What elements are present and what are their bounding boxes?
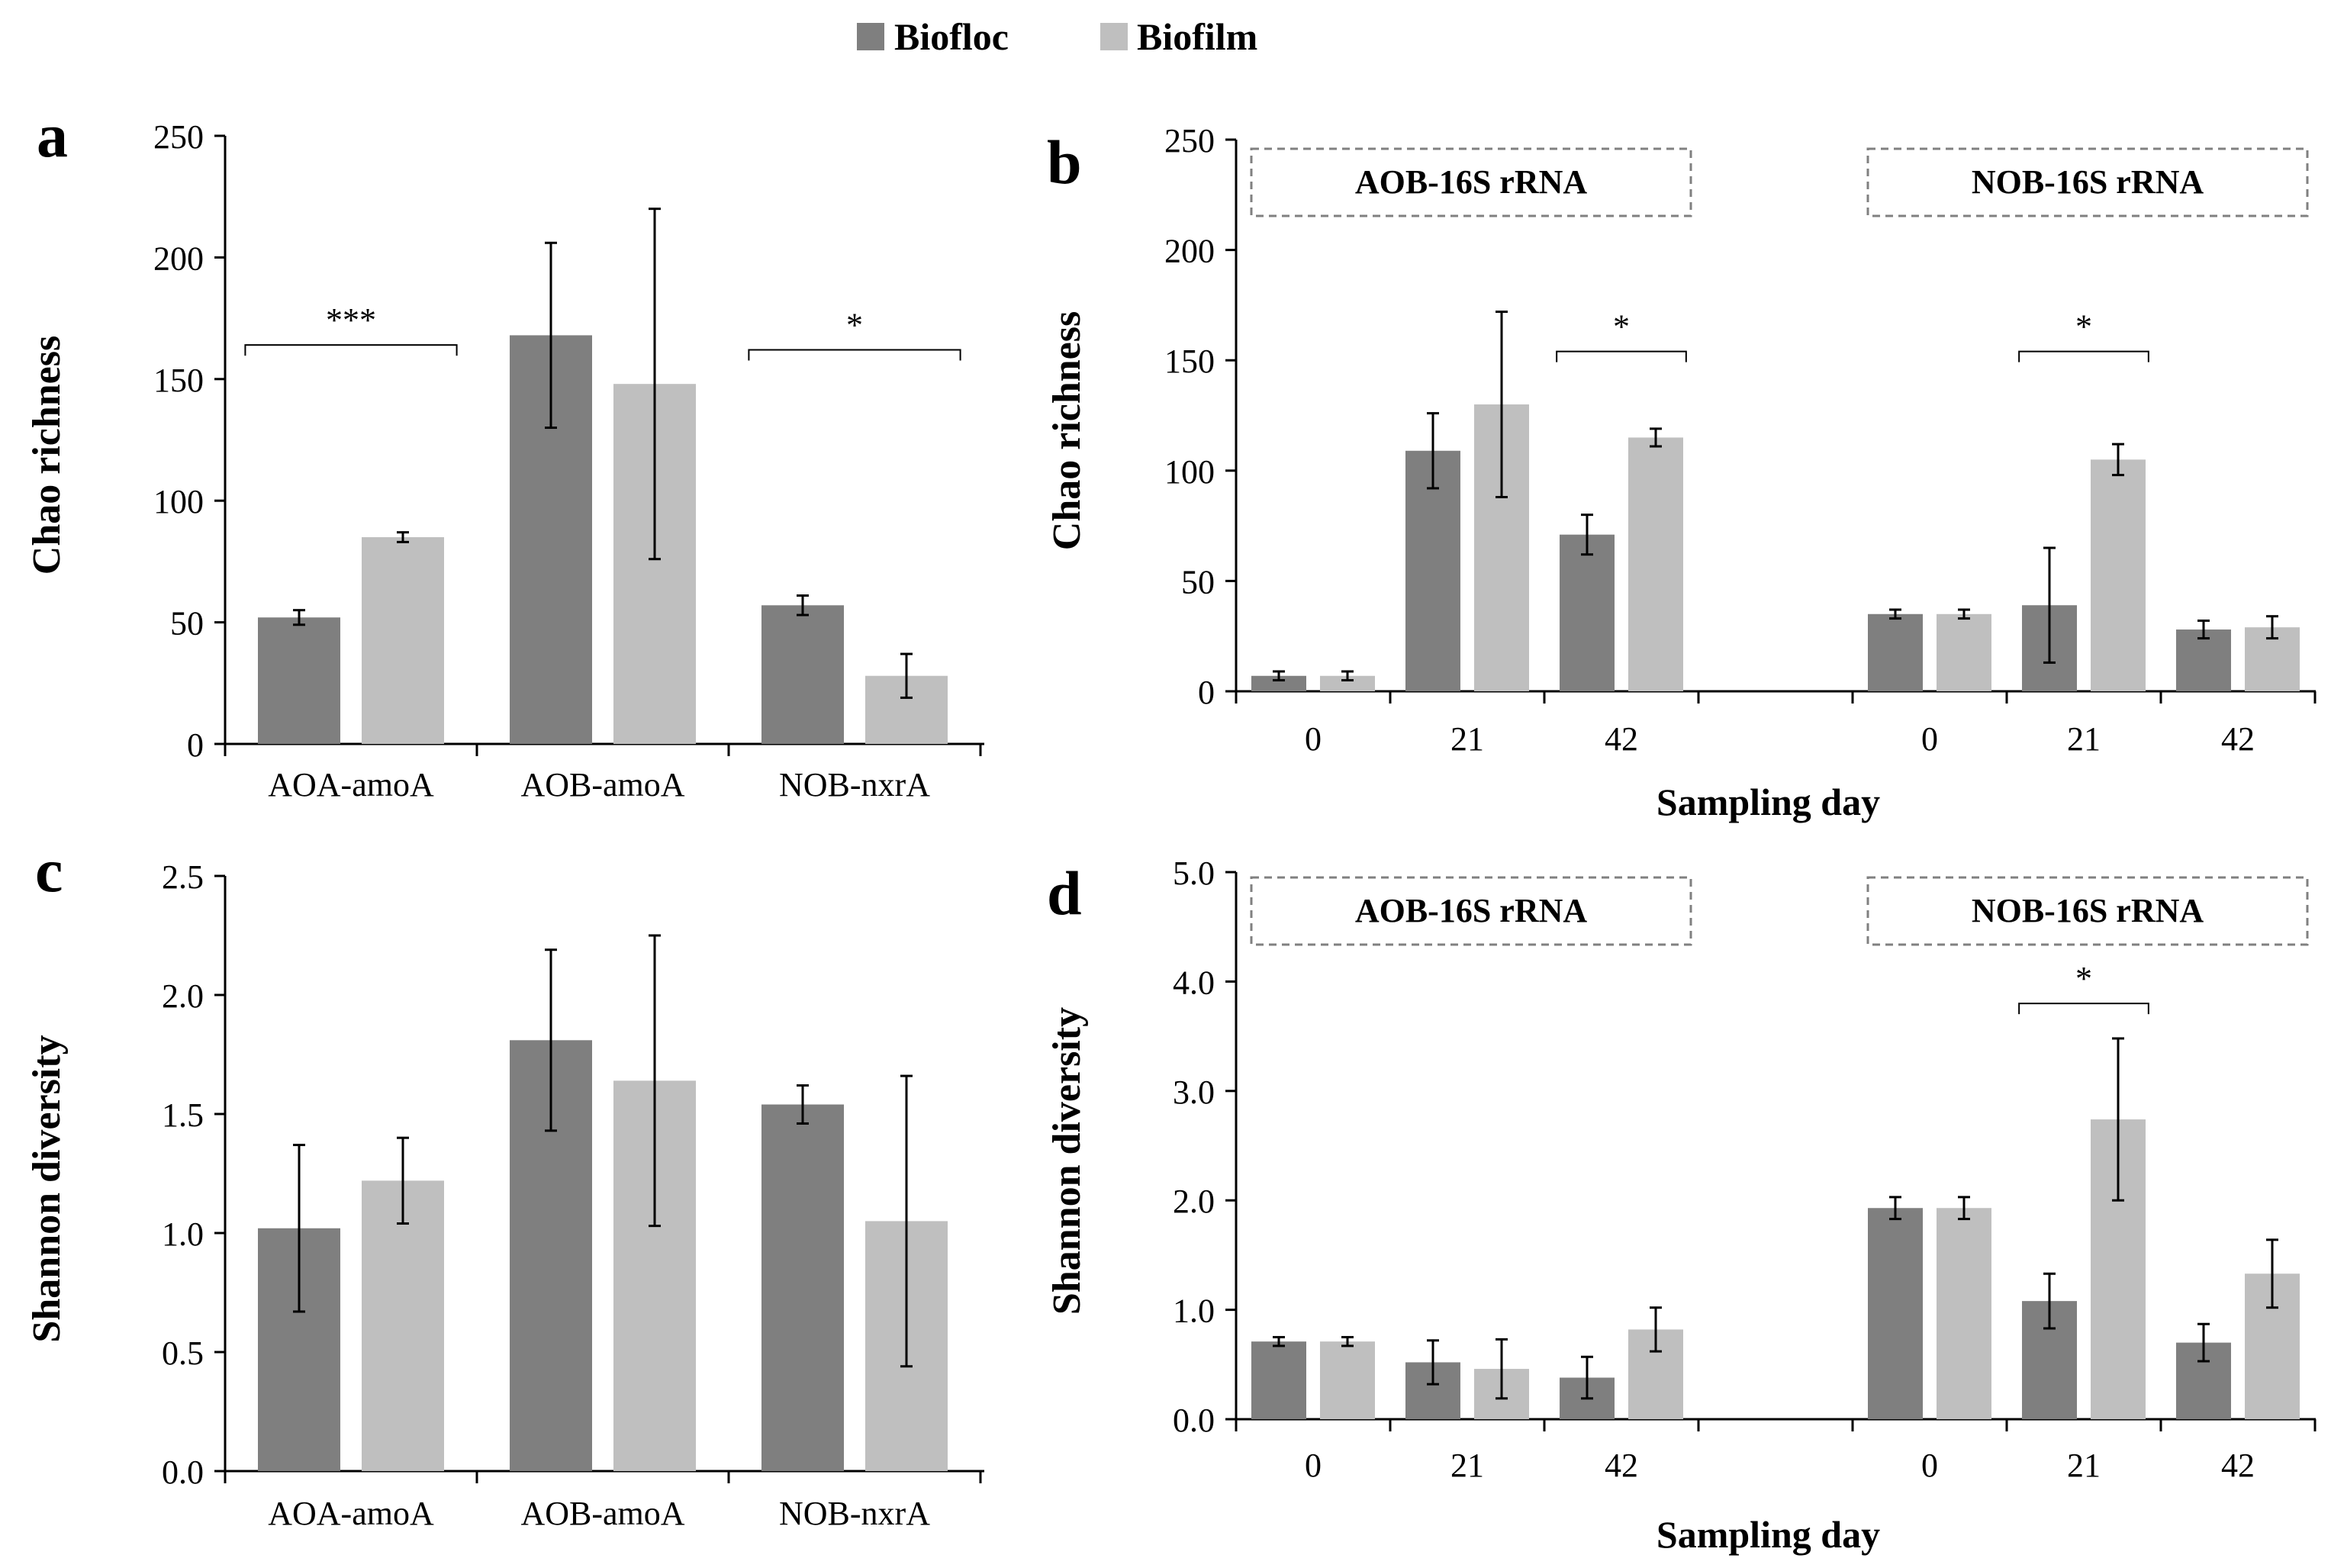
y-tick-label: 1.0 [1173,1293,1215,1330]
bar-biofloc [258,617,340,744]
x-tick-label: 21 [2067,1447,2101,1484]
legend: Biofloc Biofilm [857,15,1257,58]
significance-label: * [2075,960,2092,997]
y-tick-label: 100 [1164,453,1215,491]
y-tick-label: 150 [153,362,204,399]
bar-biofloc [1560,534,1615,691]
legend-label-biofilm: Biofilm [1137,15,1257,58]
significance-bracket [2018,1003,2149,1015]
bar-biofilm [362,1180,444,1471]
bar-biofloc [761,1104,844,1471]
bar-biofilm [362,537,444,744]
y-axis-label: Shannon diversity [25,1035,69,1342]
x-tick-label: 42 [2221,1447,2255,1484]
bar-biofilm [1320,1341,1375,1419]
y-tick-label: 200 [1164,233,1215,270]
y-tick-label: 5.0 [1173,855,1215,892]
bar-biofloc [1251,675,1306,691]
chart-panel-d: 0.0 1.0 2.0 3.0 4.0 5.0 Shannon diversity Sampl… [1045,855,2317,1556]
group-label: NOB-16S rRNA [1972,163,2204,201]
group-label-box [1866,147,2309,217]
y-tick-label: 0.0 [1173,1402,1215,1439]
x-tick-label: NOB-nxrA [779,1495,930,1532]
bar-biofloc [1868,1208,1923,1419]
bar-biofloc [2176,629,2231,691]
significance-label: * [1613,308,1630,346]
y-tick-label: 2.5 [162,858,204,896]
panel-letter-a: a [37,101,68,170]
panel-letter-d: d [1047,858,1082,928]
group-label: AOB-16S rRNA [1355,163,1588,201]
x-tick-label: NOB-nxrA [779,766,930,803]
significance-bracket [244,344,458,356]
y-tick-label: 4.0 [1173,964,1215,1001]
significance-label: * [2075,308,2092,346]
y-tick-label: 1.0 [162,1215,204,1253]
x-tick-label: AOB-amoA [520,766,684,803]
panel-letter-c: c [35,836,63,905]
x-tick-label: AOA-amoA [268,766,434,803]
group-label: NOB-16S rRNA [1972,892,2204,929]
y-tick-label: 0 [1198,674,1215,711]
x-tick-label: 21 [1450,720,1484,758]
x-tick-label: 42 [2221,720,2255,758]
x-tick-label: 21 [2067,720,2101,758]
x-tick-label: 0 [1921,720,1938,758]
significance-bracket [748,349,961,361]
y-tick-label: 3.0 [1173,1074,1215,1111]
y-tick-label: 50 [1181,563,1215,600]
significance-bracket [2018,350,2149,362]
x-axis-label: Sampling day [1656,781,1880,823]
group-label-box [1250,876,1692,946]
x-tick-label: 0 [1921,1447,1938,1484]
bar-biofloc [1405,450,1460,691]
y-tick-label: 2.0 [162,977,204,1015]
significance-label: *** [326,301,376,339]
bar-biofloc [1868,613,1923,691]
bar-biofloc [1251,1341,1306,1419]
x-tick-label: 42 [1605,720,1638,758]
y-tick-label: 0.5 [162,1335,204,1372]
bar-biofilm [2091,459,2146,691]
chart-panel-a: 0 50 100 150 200 250 Chao richness AOA-amoA AOB-… [25,118,984,803]
y-tick-label: 150 [1164,343,1215,380]
significance-label: * [846,307,863,344]
chart-panel-b: 0 50 100 150 200 250 Chao richness Sampling day… [1045,122,2317,823]
y-tick-label: 200 [153,240,204,277]
y-tick-label: 250 [153,118,204,156]
y-axis-label: Chao richness [25,336,69,575]
legend-label-biofloc: Biofloc [894,15,1009,58]
chart-panel-c: 0.0 0.5 1.0 1.5 2.0 2.5 Shannon diversity AOA-a… [25,858,984,1532]
bar-biofilm [1937,613,1991,691]
y-tick-label: 50 [170,605,204,642]
y-tick-label: 0.0 [162,1454,204,1491]
y-tick-label: 0 [187,726,204,764]
x-tick-label: AOA-amoA [268,1495,434,1532]
x-axis-label: Sampling day [1656,1513,1880,1556]
x-tick-label: 42 [1605,1447,1638,1484]
bar-biofilm [1320,675,1375,691]
panel-letter-b: b [1047,127,1082,197]
x-tick-label: 0 [1305,1447,1322,1484]
group-label-box [1866,876,2309,946]
bar-biofilm [1628,437,1683,691]
x-tick-label: 21 [1450,1447,1484,1484]
y-axis-label: Shannon diversity [1045,1007,1089,1315]
y-tick-label: 250 [1164,122,1215,159]
y-tick-label: 100 [153,483,204,520]
y-axis-label: Chao richness [1045,311,1089,550]
bar-biofloc [761,605,844,744]
bar-biofilm [1937,1208,1991,1419]
x-tick-label: 0 [1305,720,1322,758]
y-tick-label: 2.0 [1173,1183,1215,1220]
significance-bracket [1556,350,1687,362]
group-label-box [1250,147,1692,217]
y-tick-label: 1.5 [162,1096,204,1134]
x-tick-label: AOB-amoA [520,1495,684,1532]
legend-swatch-biofloc [857,23,884,50]
group-label: AOB-16S rRNA [1355,892,1588,929]
legend-swatch-biofilm [1100,23,1128,50]
